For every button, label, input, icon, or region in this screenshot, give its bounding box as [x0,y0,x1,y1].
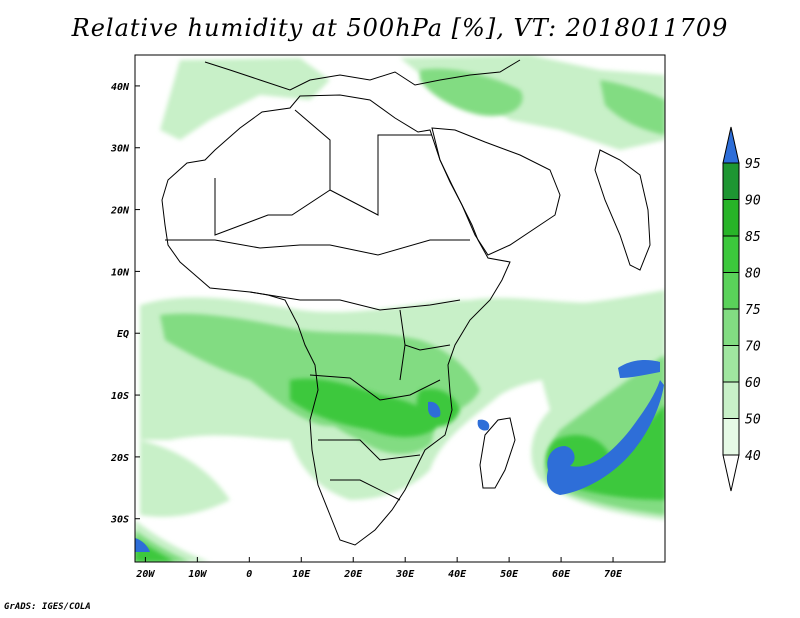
colorbar-box [722,162,740,200]
colorbar-label: 90 [745,194,761,209]
field-sw-corner-strong [135,538,175,562]
colorbar-max-triangle [722,126,740,164]
arabia-coastline [431,127,561,256]
field-south-atlantic [140,440,230,517]
y-tick-label: EQ [117,329,129,340]
x-tick-label: 10E [292,569,311,580]
colorbar-label: 70 [745,340,761,355]
africa-coastline [161,94,511,546]
colorbar-label: 95 [745,157,761,172]
x-tick-label: 60E [552,569,571,580]
y-tick-label: 20S [110,453,129,464]
field-zambia-band [290,378,440,437]
colorbar-label: 75 [745,303,761,318]
x-tick-label: 20E [343,569,363,580]
x-tick-label: 70E [604,569,623,580]
y-tick-label: 10N [111,267,130,278]
border-central [329,134,432,216]
field-north-west [160,58,330,140]
colorbar-box [722,199,740,237]
colorbar-label: 85 [745,230,761,245]
colorbar-label: 50 [745,413,761,428]
field-sw-corner-blue [135,538,150,552]
field-mediterranean-east [420,68,523,116]
y-tick-label: 30S [110,515,129,526]
y-axis-ticks: 40N 30N 20N 10N EQ 10S 20S 30S [110,82,140,526]
colorbar: 40 50 60 70 75 80 85 90 95 [722,126,761,492]
colorbar-box [722,235,740,273]
x-tick-label: 50E [500,569,519,580]
x-axis-ticks: 20W 10W 0 10E 20E 30E 40E 50E 60E 70E [135,557,623,580]
field-cyclone-core [546,380,664,495]
colorbar-label: 40 [745,449,761,464]
colorbar-label: 60 [745,376,761,391]
y-tick-label: 40N [111,82,130,93]
field-tanzania-coast [477,419,490,431]
colorbar-box [722,308,740,346]
map-title: Relative humidity at 500hPa [%], VT: 201… [71,14,729,42]
field-madagascar-north [618,360,660,378]
border-equatorial [249,291,461,311]
border-sahel [165,239,470,256]
border-sahara [214,109,331,236]
x-tick-label: 10W [188,569,207,580]
colorbar-box [722,418,740,456]
y-tick-label: 20N [110,206,130,217]
x-tick-label: 30E [395,569,415,580]
madagascar-coastline [479,417,516,489]
india-coastline [594,149,651,271]
coastlines [161,59,651,546]
y-tick-label: 30N [110,144,130,155]
europe-coastline [204,59,521,91]
grads-credit: GrADS: IGES/COLA [4,602,91,612]
y-tick-label: 10S [111,391,129,402]
colorbar-box [722,345,740,383]
x-tick-label: 40E [448,569,467,580]
humidity-max-fields [135,360,664,552]
border-east [399,309,451,381]
colorbar-label: 80 [745,267,761,282]
colorbar-min-triangle [722,454,740,492]
field-arabian-sea [600,80,665,135]
x-tick-label: 0 [246,569,252,580]
border-south [309,374,441,501]
colorbar-box [722,381,740,419]
humidity-fields [135,55,665,562]
colorbar-box [722,272,740,310]
plot-frame [134,54,666,563]
x-tick-label: 20W [135,569,155,580]
field-lake-malawi [428,401,441,418]
